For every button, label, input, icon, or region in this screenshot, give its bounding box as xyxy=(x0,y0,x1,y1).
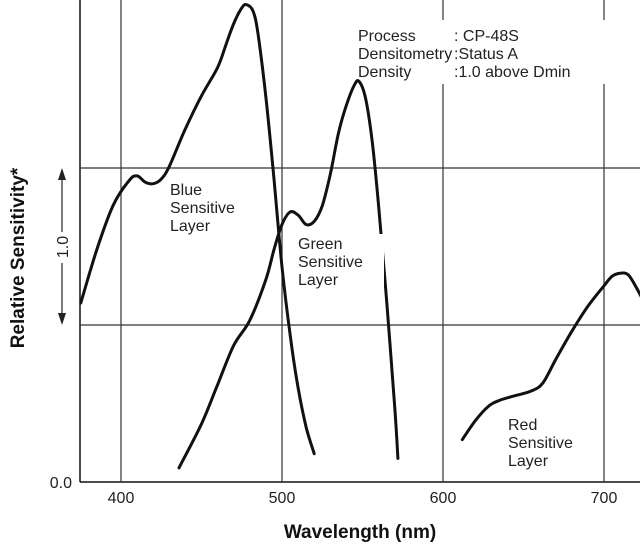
red-label-line-1: Red xyxy=(508,417,537,434)
red-label-background xyxy=(506,415,594,473)
x-tick-labels: 400 500 600 700 xyxy=(108,490,618,507)
x-tick-label-400: 400 xyxy=(108,490,135,507)
info-process-value: : CP-48S xyxy=(454,28,519,45)
blue-sensitivity-curve xyxy=(79,3,316,456)
info-density-value: :1.0 above Dmin xyxy=(454,64,571,81)
x-tick-label-700: 700 xyxy=(591,490,618,507)
green-label-line-3: Layer xyxy=(298,272,339,289)
green-label-line-1: Green xyxy=(298,236,342,253)
y-axis-title: Relative Sensitivity* xyxy=(8,167,29,348)
red-sensitivity-curve xyxy=(460,271,640,442)
info-densitometry-value: :Status A xyxy=(454,46,518,63)
green-label-background xyxy=(296,234,384,292)
x-tick-label-500: 500 xyxy=(269,490,296,507)
scale-bar-up-arrow xyxy=(58,168,66,180)
green-layer-label: Green Sensitive Layer xyxy=(296,234,384,292)
scale-bar-down-arrow xyxy=(58,313,66,325)
red-label-line-3: Layer xyxy=(508,453,549,470)
process-info: Process : CP-48S Densitometry :Status A … xyxy=(354,20,640,84)
blue-label-background xyxy=(167,180,255,238)
blue-layer-label: Blue Sensitive Layer xyxy=(167,180,255,238)
blue-label-line-1: Blue xyxy=(170,182,202,199)
x-axis-title: Wavelength (nm) xyxy=(284,522,436,543)
info-density-label: Density xyxy=(358,64,411,81)
scale-bar-label: 1.0 xyxy=(55,236,72,258)
red-label-line-2: Sensitive xyxy=(508,435,573,452)
info-process-label: Process xyxy=(358,28,416,45)
y-tick-label-0: 0.0 xyxy=(50,475,72,492)
scale-bar: 1.0 xyxy=(55,168,72,325)
info-densitometry-label: Densitometry xyxy=(358,46,452,63)
red-layer-label: Red Sensitive Layer xyxy=(506,415,594,473)
x-tick-label-600: 600 xyxy=(430,490,457,507)
green-sensitivity-curve xyxy=(177,79,400,470)
blue-label-line-3: Layer xyxy=(170,218,211,235)
process-info-background xyxy=(354,20,640,84)
sensitivity-curves xyxy=(79,3,640,470)
blue-label-line-2: Sensitive xyxy=(170,200,235,217)
green-label-line-2: Sensitive xyxy=(298,254,363,271)
